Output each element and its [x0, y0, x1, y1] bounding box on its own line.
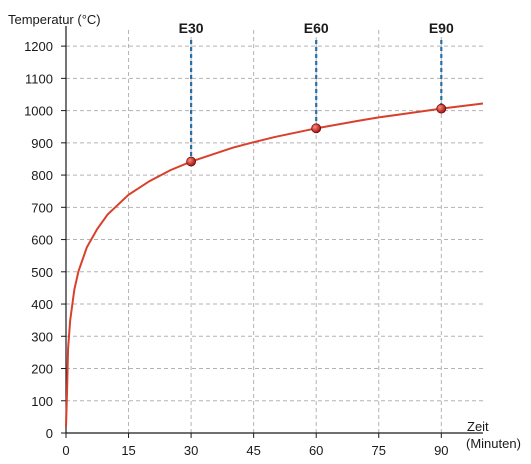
y-tick-label: 0 — [46, 426, 53, 441]
x-tick-label: 75 — [372, 443, 386, 458]
axes — [61, 26, 483, 438]
y-axis-title: Temperatur (°C) — [8, 12, 101, 27]
y-tick-label: 1000 — [24, 104, 53, 119]
x-tick-label: 0 — [62, 443, 69, 458]
y-tick-label: 1200 — [24, 39, 53, 54]
y-tick-label: 200 — [31, 362, 53, 377]
marker-point-e60 — [311, 123, 322, 134]
y-tick-label: 1100 — [25, 71, 53, 86]
y-tick-label: 100 — [31, 394, 53, 409]
tick-labels: 0100200300400500600700800900100011001200… — [24, 39, 448, 458]
marker-point-e30 — [186, 156, 197, 167]
x-axis-title-unit: (Minuten) — [466, 436, 521, 451]
y-tick-label: 300 — [31, 329, 53, 344]
marker-label-e30: E30 — [179, 20, 204, 36]
x-tick-label: 90 — [434, 443, 448, 458]
x-tick-label: 30 — [184, 443, 198, 458]
y-tick-label: 700 — [31, 200, 53, 215]
y-tick-label: 900 — [31, 136, 53, 151]
marker-labels: E30 E60 E90 — [179, 20, 454, 36]
x-tick-label: 15 — [121, 443, 135, 458]
y-tick-label: 400 — [31, 297, 53, 312]
x-tick-label: 45 — [246, 443, 260, 458]
marker-lines — [190, 40, 443, 162]
marker-point-e90 — [436, 103, 447, 114]
grid — [66, 30, 483, 433]
x-axis-title: Zeit — [467, 419, 489, 434]
y-tick-label: 800 — [31, 168, 53, 183]
marker-label-e60: E60 — [304, 20, 329, 36]
temperature-curve-line — [65, 102, 484, 427]
marker-points — [186, 103, 447, 167]
y-tick-label: 500 — [31, 265, 53, 280]
x-tick-label: 60 — [309, 443, 323, 458]
y-tick-label: 600 — [31, 233, 53, 248]
marker-label-e90: E90 — [429, 20, 454, 36]
